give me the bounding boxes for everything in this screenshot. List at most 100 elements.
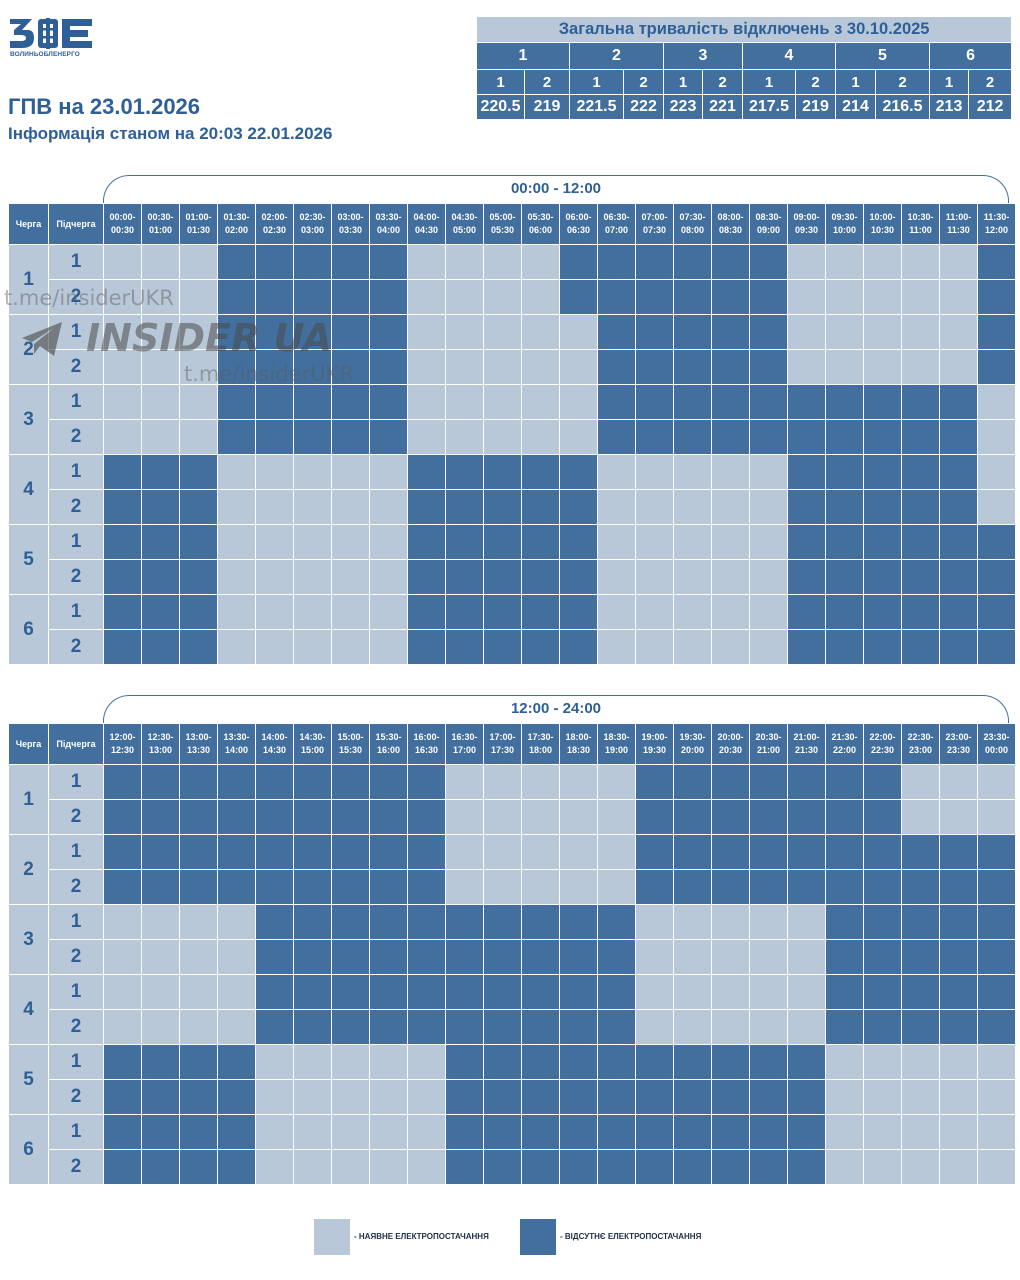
power-cell — [407, 1114, 446, 1150]
power-cell — [255, 629, 294, 665]
time-slot-start: 17:30- — [527, 732, 554, 742]
power-cell — [255, 524, 294, 560]
outage-cell — [331, 764, 370, 800]
outage-cell — [445, 1044, 484, 1080]
outage-cell — [179, 764, 218, 800]
subqueue-number: 2 — [48, 279, 104, 315]
outage-cell — [255, 1009, 294, 1045]
power-cell — [901, 349, 940, 385]
subqueue-number: 1 — [48, 594, 104, 630]
queue-number: 4 — [8, 974, 49, 1045]
time-slot-end: 06:30 — [566, 225, 591, 235]
summary-value: 216.5 — [875, 94, 930, 120]
outage-cell — [103, 1079, 142, 1115]
outage-cell — [293, 314, 332, 350]
power-cell — [255, 1079, 294, 1115]
time-slot-end: 00:00 — [984, 745, 1009, 755]
outage-cell — [825, 594, 864, 630]
outage-cell — [597, 1149, 636, 1185]
outage-cell — [559, 244, 598, 280]
outage-cell — [787, 799, 826, 835]
power-cell — [977, 1079, 1016, 1115]
power-cell — [293, 1079, 332, 1115]
outage-cell — [331, 1009, 370, 1045]
outage-cell — [255, 384, 294, 420]
outage-cell — [901, 974, 940, 1010]
time-slot-header: 11:30- 12:00 — [977, 203, 1016, 245]
outage-cell — [141, 869, 180, 905]
power-cell — [597, 559, 636, 595]
outage-cell — [749, 764, 788, 800]
time-slot-start: 11:30- — [983, 212, 1010, 222]
power-cell — [103, 279, 142, 315]
power-cell — [939, 244, 978, 280]
outage-cell — [103, 764, 142, 800]
time-slot-header: 15:00- 15:30 — [331, 723, 370, 765]
power-cell — [293, 1149, 332, 1185]
power-cell — [559, 384, 598, 420]
time-slot-header: 01:00- 01:30 — [179, 203, 218, 245]
outage-cell — [369, 419, 408, 455]
outage-cell — [787, 524, 826, 560]
time-slot-end: 17:30 — [490, 745, 515, 755]
power-cell — [673, 594, 712, 630]
power-cell — [103, 384, 142, 420]
outage-cell — [749, 799, 788, 835]
outage-cell — [445, 1079, 484, 1115]
time-slot-start: 09:30- — [831, 212, 858, 222]
subqueue-number: 1 — [48, 1044, 104, 1080]
time-slot-end: 19:30 — [642, 745, 667, 755]
time-slot-start: 10:30- — [907, 212, 934, 222]
subqueue-number: 2 — [48, 1009, 104, 1045]
summary-subgroup: 2 — [875, 69, 930, 95]
outage-cell — [179, 629, 218, 665]
summary-subgroup: 2 — [967, 69, 1013, 95]
power-cell — [597, 834, 636, 870]
outage-cell — [901, 419, 940, 455]
power-cell — [255, 594, 294, 630]
power-cell — [445, 419, 484, 455]
time-slot-header: 17:00- 17:30 — [483, 723, 522, 765]
outage-cell — [407, 904, 446, 940]
power-cell — [445, 314, 484, 350]
voe-logo — [10, 18, 92, 49]
outage-cell — [483, 1149, 522, 1185]
power-cell — [521, 244, 560, 280]
outage-cell — [217, 1079, 256, 1115]
outage-cell — [559, 454, 598, 490]
outage-cell — [445, 454, 484, 490]
outage-cell — [711, 314, 750, 350]
power-cell — [635, 524, 674, 560]
power-cell — [559, 419, 598, 455]
power-cell — [559, 869, 598, 905]
outage-cell — [901, 904, 940, 940]
outage-cell — [597, 904, 636, 940]
power-cell — [407, 244, 446, 280]
time-slot-start: 06:00- — [565, 212, 592, 222]
outage-cell — [711, 244, 750, 280]
summary-subgroup: 1 — [929, 69, 969, 95]
power-cell — [521, 384, 560, 420]
power-cell — [293, 489, 332, 525]
time-slot-end: 09:30 — [794, 225, 819, 235]
summary-value: 223 — [663, 94, 703, 120]
outage-cell — [749, 1079, 788, 1115]
outage-cell — [331, 419, 370, 455]
power-cell — [179, 244, 218, 280]
time-slot-start: 09:00- — [793, 212, 820, 222]
power-cell — [407, 349, 446, 385]
outage-cell — [787, 1114, 826, 1150]
outage-cell — [141, 799, 180, 835]
power-cell — [939, 1044, 978, 1080]
time-slot-end: 08:30 — [718, 225, 743, 235]
schedule-row: 2 — [9, 419, 1016, 455]
time-slot-start: 12:30- — [147, 732, 174, 742]
outage-cell — [483, 489, 522, 525]
power-cell — [863, 1044, 902, 1080]
subqueue-number: 2 — [48, 869, 104, 905]
outage-cell — [673, 279, 712, 315]
outage-cell — [711, 799, 750, 835]
